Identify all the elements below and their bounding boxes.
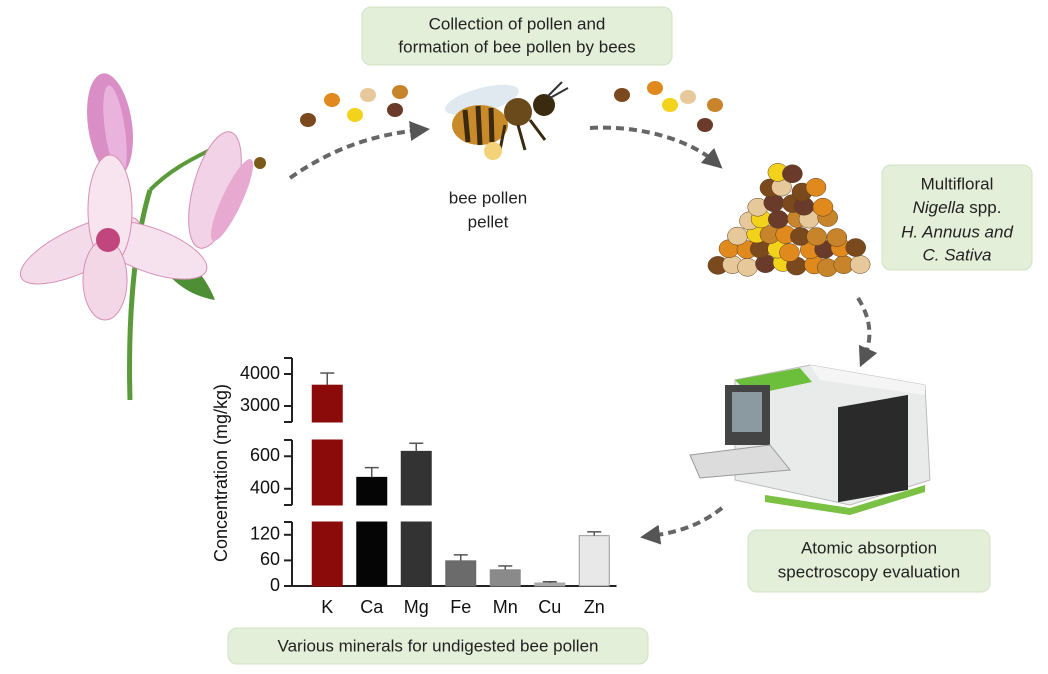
bar (356, 521, 388, 587)
x-tick-label: Mn (493, 597, 518, 617)
bar (356, 476, 388, 506)
genus: Nigella (913, 198, 965, 217)
pollen-grain (826, 228, 848, 247)
x-tick-label: Zn (584, 597, 605, 617)
label-box (881, 164, 1033, 271)
bar (311, 384, 343, 423)
pollen-grain (737, 258, 758, 277)
bar (400, 521, 432, 587)
lily-illustration (19, 73, 266, 401)
pollen-grain (768, 210, 789, 229)
pollen-grain (812, 197, 834, 217)
pollen-grain (392, 85, 408, 99)
y-axis-label: Concentration (mg/kg) (211, 384, 231, 562)
pollen-grain (707, 98, 723, 112)
pollen-grain (806, 227, 827, 246)
box-text: Nigella spp. (913, 198, 1002, 217)
bee-illustration (445, 81, 569, 160)
bee-pollen-pile (707, 163, 871, 277)
box-text: Multifloral (921, 174, 994, 193)
box-text: formation of bee pollen by bees (398, 37, 635, 56)
box-text: Collection of pollen and (429, 14, 606, 33)
box-text: Atomic absorption (801, 538, 937, 557)
pollen-grain (324, 93, 340, 107)
box-text: C. Sativa (923, 245, 992, 264)
spectrometer-illustration (689, 364, 931, 515)
pollen-grain (662, 98, 678, 112)
spp: spp. (969, 198, 1001, 217)
pollen-grain (805, 178, 827, 197)
y-tick-label: 60 (260, 549, 280, 569)
pollen-grain (849, 255, 871, 274)
x-tick-label: Cu (538, 597, 561, 617)
pollen-grain (727, 226, 748, 246)
bar (445, 560, 477, 587)
bar (534, 582, 566, 587)
y-tick-label: 400 (250, 478, 280, 498)
pollen-grain (697, 118, 713, 132)
label-box (227, 627, 649, 665)
pollen-grain (782, 164, 803, 184)
y-tick-label: 120 (250, 524, 280, 544)
pellet-label: pellet (468, 212, 509, 231)
process-arrows (288, 121, 878, 545)
pollen-grain (779, 243, 800, 262)
bar (489, 569, 521, 587)
y-tick-label: 4000 (240, 363, 280, 383)
pollen-grain (614, 88, 630, 102)
x-tick-label: Fe (450, 597, 471, 617)
y-tick-label: 600 (250, 445, 280, 465)
pollen-grain (845, 238, 866, 257)
label-box (747, 529, 991, 593)
caption: Various minerals for undigested bee poll… (278, 636, 599, 655)
pollen-grains (300, 81, 723, 132)
bar (311, 521, 343, 587)
x-tick-label: Mg (404, 597, 429, 617)
box-text: H. Annuus and (901, 222, 1013, 241)
x-tick-label: Ca (360, 597, 384, 617)
bar (400, 450, 432, 506)
pollen-grain (300, 113, 316, 127)
pollen-grain (387, 103, 403, 117)
bar (578, 535, 610, 587)
bar (311, 439, 343, 506)
label-box (361, 6, 673, 66)
pollen-grain (647, 81, 663, 95)
pollen-grain (680, 90, 696, 104)
box-text: spectroscopy evaluation (778, 562, 960, 581)
pollen-grain (360, 88, 376, 102)
bar-chart: Concentration (mg/kg) 3000 4000 400 600 0 60 1… (211, 357, 617, 617)
pollen-grain (347, 108, 363, 122)
y-tick-label: 3000 (240, 395, 280, 415)
y-tick-label: 0 (270, 575, 280, 595)
pellet-label: bee pollen (449, 188, 527, 207)
x-tick-label: K (321, 597, 333, 617)
